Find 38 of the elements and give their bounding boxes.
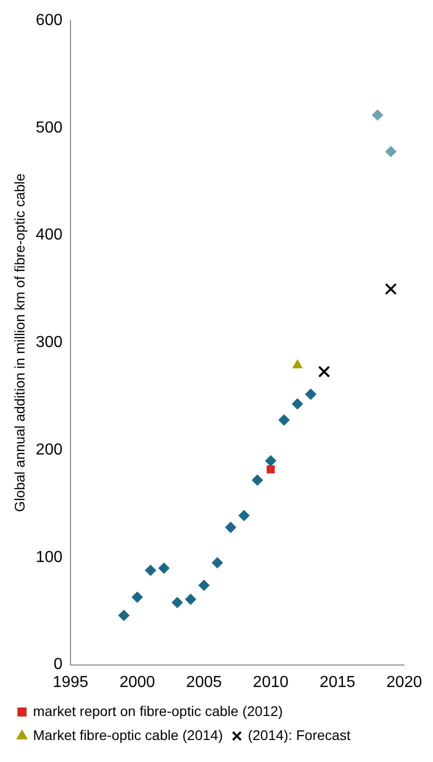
point — [278, 414, 290, 426]
point — [158, 562, 170, 574]
y-axis-title: Global annual addition in million km of fibre-optic cable — [11, 173, 28, 512]
point — [305, 388, 316, 400]
y-tick-label: 500 — [36, 119, 63, 136]
y-tick-label: 300 — [36, 334, 63, 352]
point — [225, 522, 236, 533]
point — [132, 592, 143, 603]
point — [238, 510, 250, 522]
y-tick-label: 200 — [36, 441, 63, 458]
x-tick-label: 1995 — [52, 674, 88, 691]
point — [318, 366, 330, 378]
y-tick-label: 400 — [36, 226, 63, 244]
legend-label: Market fibre-optic cable (2014) — [33, 726, 223, 743]
x-tick-label: 2005 — [186, 674, 222, 691]
legend-label: (2014): Forecast — [248, 726, 351, 743]
point — [384, 283, 397, 295]
point — [372, 110, 384, 121]
x-tick-label: 2000 — [119, 674, 156, 691]
x-tick-label: 2015 — [320, 674, 356, 691]
point — [265, 455, 276, 466]
legend-label: market report on fibre-optic cable (2012) — [33, 702, 283, 719]
point — [185, 594, 196, 605]
x-tick-label: 2010 — [252, 674, 289, 691]
y-tick-label: 600 — [36, 12, 63, 30]
x-tick-label: 2020 — [386, 674, 422, 691]
point — [292, 360, 302, 368]
point — [252, 474, 263, 486]
point — [118, 610, 130, 621]
y-tick-label: 0 — [54, 656, 63, 674]
point — [292, 398, 303, 410]
point — [385, 146, 396, 158]
y-tick-label: 100 — [36, 548, 63, 566]
point — [212, 557, 223, 568]
point — [145, 564, 156, 576]
point — [198, 580, 210, 591]
point — [266, 465, 275, 474]
point — [172, 597, 183, 608]
